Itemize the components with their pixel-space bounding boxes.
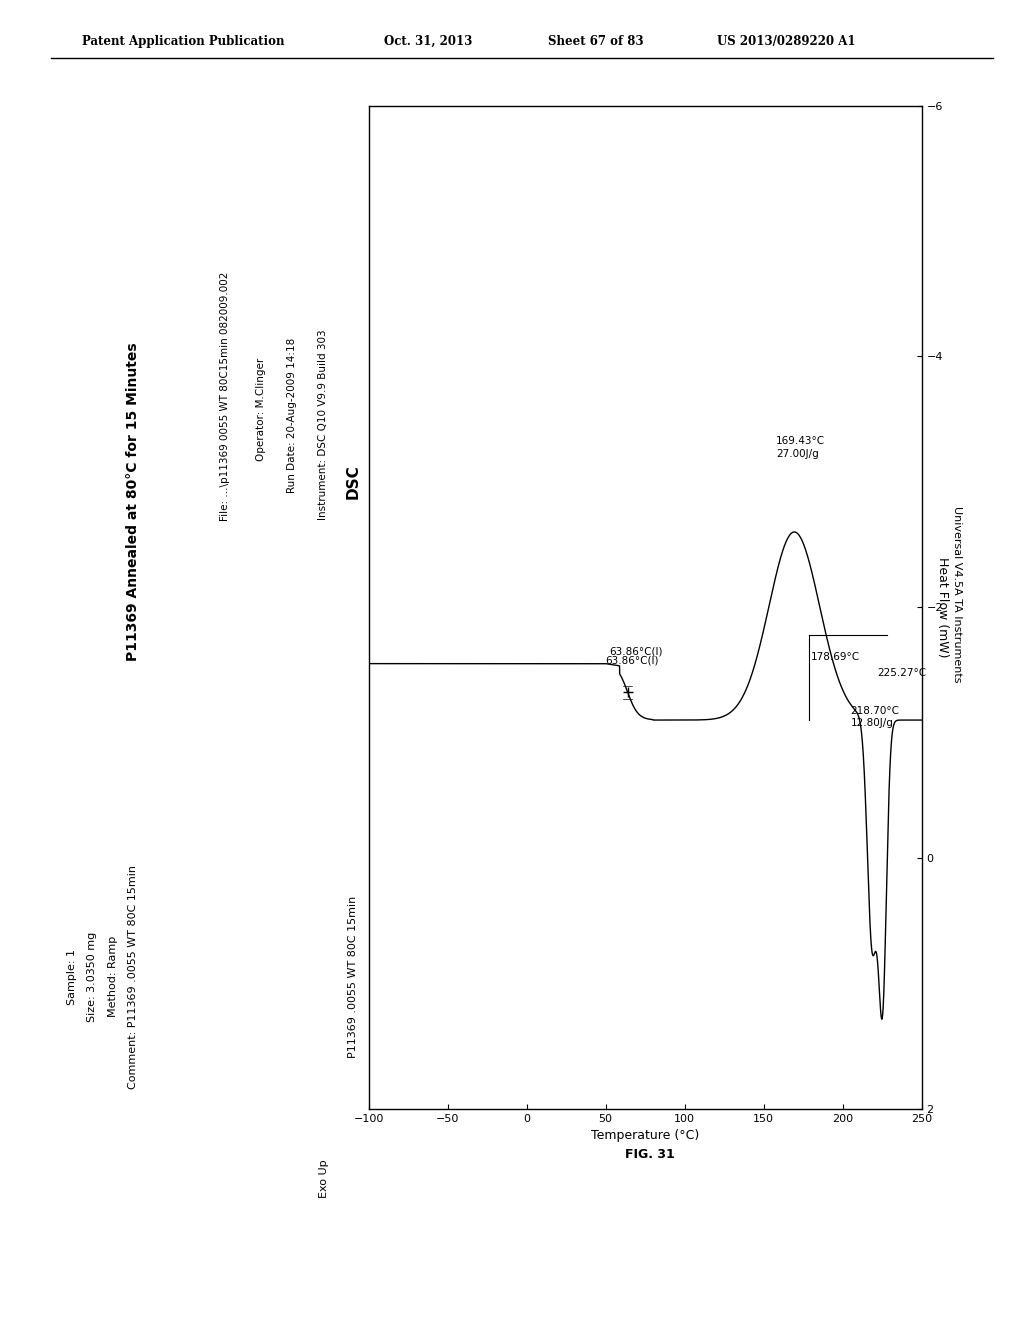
Text: 225.27°C: 225.27°C — [878, 668, 927, 678]
Text: Size: 3.0350 mg: Size: 3.0350 mg — [87, 932, 97, 1022]
Text: P11369 Annealed at 80°C for 15 Minutes: P11369 Annealed at 80°C for 15 Minutes — [126, 342, 140, 661]
Text: DSC: DSC — [346, 465, 360, 499]
Text: Oct. 31, 2013: Oct. 31, 2013 — [384, 34, 472, 48]
Text: 169.43°C
27.00J/g: 169.43°C 27.00J/g — [776, 437, 825, 459]
Text: 63.86°C(I): 63.86°C(I) — [605, 656, 659, 665]
Text: 63.86°C(I): 63.86°C(I) — [609, 647, 663, 657]
Y-axis label: Heat Flow (mW): Heat Flow (mW) — [936, 557, 948, 657]
Text: Sheet 67 of 83: Sheet 67 of 83 — [548, 34, 643, 48]
Text: Exo Up: Exo Up — [318, 1159, 329, 1197]
Text: US 2013/0289220 A1: US 2013/0289220 A1 — [717, 34, 855, 48]
Text: Method: Ramp: Method: Ramp — [108, 936, 118, 1018]
Text: File: ...\p11369 0055 WT 80C15min 082009.002: File: ...\p11369 0055 WT 80C15min 082009… — [220, 272, 230, 520]
Text: Sample: 1: Sample: 1 — [67, 949, 77, 1005]
Text: Patent Application Publication: Patent Application Publication — [82, 34, 285, 48]
Text: 218.70°C
12.80J/g: 218.70°C 12.80J/g — [851, 706, 899, 729]
X-axis label: Temperature (°C): Temperature (°C) — [591, 1129, 699, 1142]
Text: Comment: P11369 .0055 WT 80C 15min: Comment: P11369 .0055 WT 80C 15min — [128, 865, 138, 1089]
Text: Run Date: 20-Aug-2009 14:18: Run Date: 20-Aug-2009 14:18 — [287, 338, 297, 494]
Text: P11369 .0055 WT 80C 15min: P11369 .0055 WT 80C 15min — [348, 896, 358, 1057]
Text: Universal V4.5A TA Instruments: Universal V4.5A TA Instruments — [952, 506, 963, 682]
Text: FIG. 31: FIG. 31 — [626, 1148, 675, 1162]
Text: Instrument: DSC Q10 V9.9 Build 303: Instrument: DSC Q10 V9.9 Build 303 — [317, 330, 328, 520]
Text: 178.69°C: 178.69°C — [811, 652, 860, 661]
Text: Operator: M.Clinger: Operator: M.Clinger — [256, 358, 266, 461]
